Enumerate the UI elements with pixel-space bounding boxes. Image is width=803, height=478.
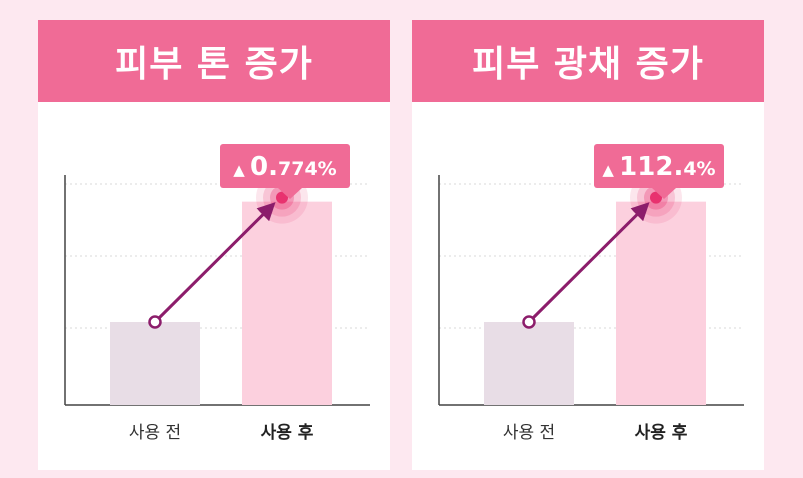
trend-arrow xyxy=(153,202,276,324)
callout-value: ▲ 112.4% xyxy=(602,152,715,182)
callout-value-main: 0. xyxy=(250,152,278,182)
start-point xyxy=(522,315,536,329)
callout-value-main: 112. xyxy=(619,152,683,182)
category-label: 사용 후 xyxy=(261,422,314,443)
chart-title: 피부 톤 증가 xyxy=(38,20,390,102)
callout-box xyxy=(220,144,350,188)
callout-value-small: 774% xyxy=(278,158,337,180)
category-label: 사용 후 xyxy=(635,422,688,443)
callout-value-small: 4% xyxy=(683,158,715,180)
bar-before xyxy=(110,322,200,405)
callout-value: ▲ 0.774% xyxy=(233,152,336,182)
category-label: 사용 전 xyxy=(129,423,181,443)
up-triangle-icon: ▲ xyxy=(602,161,619,179)
bar-after xyxy=(616,201,706,405)
bar-chart-skin-tone: 사용 전 사용 후 ▲ 0.774% xyxy=(64,144,370,443)
callout-box xyxy=(594,144,724,188)
chart-panel-skin-radiance: 피부 광채 증가 사용 전 사용 후 ▲ 112.4% xyxy=(412,20,764,470)
category-label: 사용 전 xyxy=(503,423,555,443)
bar-after xyxy=(242,201,332,405)
chart-panel-skin-tone: 피부 톤 증가 사용 전 사용 후 ▲ 0.774% xyxy=(38,20,390,470)
bar-chart-skin-radiance: 사용 전 사용 후 ▲ 112.4% xyxy=(438,144,744,443)
chart-title: 피부 광채 증가 xyxy=(412,20,764,102)
up-triangle-icon: ▲ xyxy=(233,161,250,179)
trend-arrow xyxy=(527,202,650,324)
callout-pointer xyxy=(652,188,676,199)
bar-before xyxy=(484,322,574,405)
target-center xyxy=(276,191,288,204)
target-center xyxy=(650,191,662,204)
callout-pointer xyxy=(278,188,302,199)
start-point xyxy=(148,315,162,329)
